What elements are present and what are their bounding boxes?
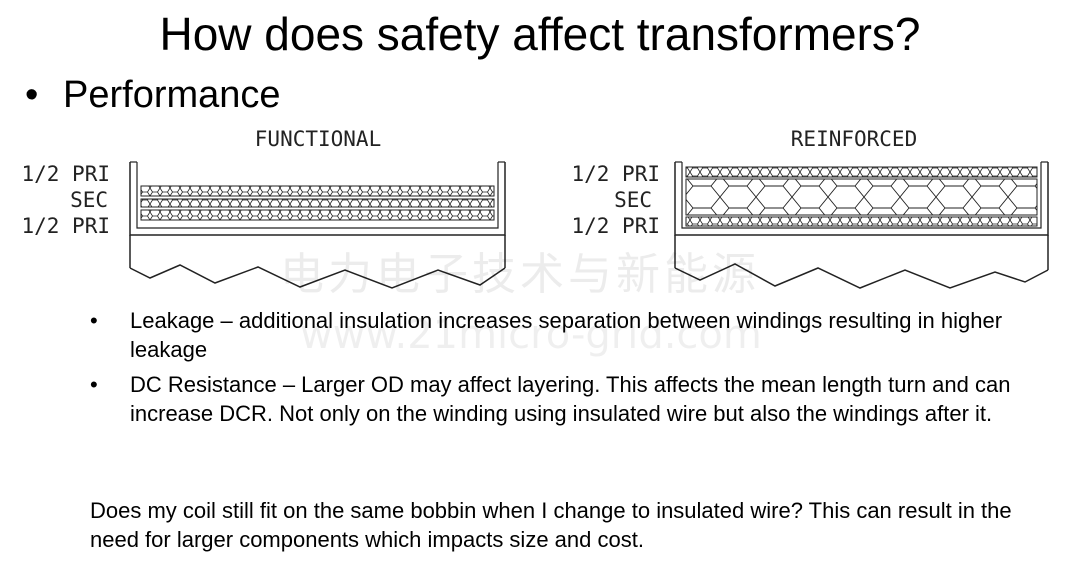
slide-title: How does safety affect transformers?: [159, 8, 921, 60]
bullet-dot: •: [90, 308, 98, 333]
bullet-dot: •: [90, 372, 98, 397]
functional-caption: FUNCTIONAL: [255, 127, 381, 151]
functional-core-break: [129, 235, 506, 289]
reinforced-winding-layers: [685, 166, 1038, 227]
reinforced-caption: REINFORCED: [791, 127, 917, 151]
functional-label-pri-top: 1/2 PRI: [21, 162, 110, 186]
bullet-leakage-text: Leakage – additional insulation increase…: [130, 308, 1003, 362]
functional-bobbin: [129, 161, 506, 236]
winding-cross-section-figure: FUNCTIONAL 1/2 PRI SEC 1/2 PRI REINFORCE…: [0, 120, 1080, 300]
performance-label: Performance: [63, 74, 281, 116]
bullet-dot: •: [25, 74, 39, 116]
winding-diagrams-svg: FUNCTIONAL 1/2 PRI SEC 1/2 PRI REINFORCE…: [21, 127, 1049, 289]
reinforced-label-pri-bottom: 1/2 PRI: [571, 214, 660, 238]
reinforced-bobbin: [674, 161, 1049, 236]
functional-label-sec: SEC: [70, 188, 108, 212]
reinforced-core-break: [674, 235, 1049, 289]
bullet-dc-resistance-text: DC Resistance – Larger OD may affect lay…: [130, 372, 1011, 426]
functional-winding-layers: [140, 185, 495, 221]
bullet-dc-resistance: • DC Resistance – Larger OD may affect l…: [88, 370, 1048, 428]
reinforced-label-pri-top: 1/2 PRI: [571, 162, 660, 186]
watermark-chinese: 电力电子技术与新能源: [280, 249, 760, 300]
functional-label-pri-bottom: 1/2 PRI: [21, 214, 110, 238]
bullet-list: • Leakage – additional insulation increa…: [88, 306, 1048, 434]
reinforced-label-sec: SEC: [614, 188, 652, 212]
bullet-leakage: • Leakage – additional insulation increa…: [88, 306, 1048, 364]
performance-bullet: • Performance: [25, 72, 281, 118]
watermark-url: www.21micro-grid.com: [300, 312, 762, 358]
footer-paragraph: Does my coil still fit on the same bobbi…: [90, 498, 1012, 552]
